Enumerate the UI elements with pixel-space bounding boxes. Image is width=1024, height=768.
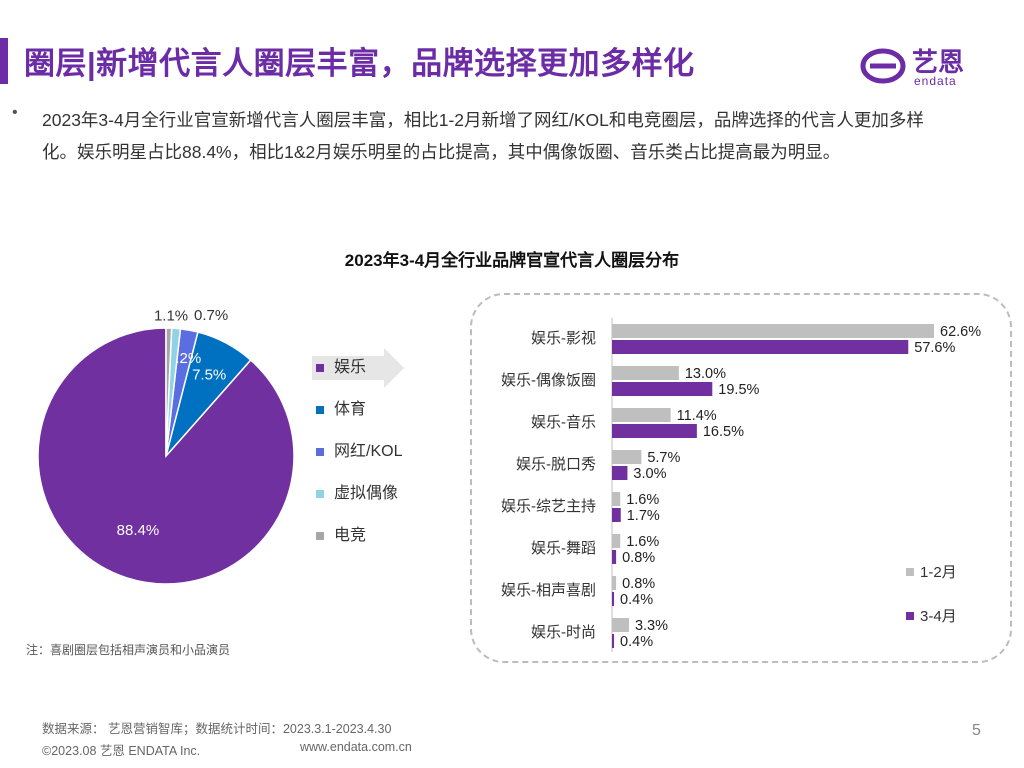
legend-swatch-3 (316, 490, 324, 498)
bar-category-label-2: 娱乐-音乐 (531, 414, 596, 431)
footnote: 注：喜剧圈层包括相声演员和小品演员 (26, 643, 231, 657)
bar-1-2-4 (612, 492, 621, 506)
bar-value-label-3-4-0: 57.6% (914, 340, 955, 356)
legend-label-3: 虚拟偶像 (334, 485, 399, 502)
bar-3-4-3 (612, 466, 628, 480)
bar-1-2-5 (612, 534, 621, 548)
legend-label-1: 体育 (334, 401, 367, 418)
bar-1-2-2 (612, 408, 671, 422)
legend-arrow (312, 348, 404, 388)
bar-category-label-4: 娱乐-综艺主持 (501, 498, 596, 515)
bar-category-label-5: 娱乐-舞蹈 (531, 540, 596, 557)
bar-1-2-3 (612, 450, 642, 464)
legend-label-4: 电竞 (334, 527, 367, 544)
summary-paragraph: 2023年3-4月全行业官宣新增代言人圈层丰富，相比1-2月新增了网红/KOL和… (42, 110, 924, 162)
pie-label-3: 1.1% (154, 310, 188, 325)
bar-3-4-4 (612, 508, 621, 522)
bar-legend-label-0: 1-2月 (920, 564, 957, 581)
page-title: 圈层|新增代言人圈层丰富，品牌选择更加多样化 (24, 46, 695, 81)
logo-chinese-text: 艺恩 (912, 47, 965, 77)
bar-1-2-7 (612, 618, 629, 632)
bar-value-label-3-4-6: 0.4% (620, 592, 653, 608)
bar-category-label-7: 娱乐-时尚 (531, 624, 596, 641)
bar-value-label-1-2-3: 5.7% (647, 450, 680, 466)
pie-label-4: 0.7% (194, 310, 228, 324)
bar-legend-label-1: 3-4月 (920, 608, 957, 625)
bar-value-label-3-4-5: 0.8% (622, 550, 655, 566)
endata-logo[interactable]: 艺恩 endata (860, 40, 990, 92)
pie-slice-4 (165, 327, 173, 457)
data-source: 数据来源： 艺恩营销智库；数据统计时间：2023.3.1-2023.4.30 (42, 722, 392, 736)
legend-label-2: 网红/KOL (334, 443, 403, 460)
bar-value-label-1-2-6: 0.8% (622, 576, 655, 592)
bar-category-label-6: 娱乐-相声喜剧 (501, 581, 596, 599)
bar-value-label-3-4-1: 19.5% (718, 382, 759, 398)
bar-category-label-3: 娱乐-脱口秀 (516, 456, 596, 473)
bar-3-4-1 (612, 382, 713, 396)
bar-chart-panel (470, 293, 1012, 663)
bar-legend-swatch-0 (906, 568, 914, 576)
legend-swatch-4 (316, 532, 324, 540)
bar-3-4-6 (612, 592, 615, 606)
bar-value-label-1-2-4: 1.6% (626, 492, 659, 508)
pie-label-1: 7.5% (192, 367, 226, 384)
logo-english-text: endata (914, 74, 957, 88)
bar-1-2-1 (612, 366, 679, 380)
bar-value-label-1-2-1: 13.0% (685, 366, 726, 382)
bar-3-4-5 (612, 550, 617, 564)
bar-value-label-3-4-3: 3.0% (633, 466, 666, 482)
endata-logo-icon (860, 48, 906, 84)
legend-label-0: 娱乐 (334, 359, 367, 376)
pie-legend: 娱乐体育网红/KOL 虚拟偶像电竞 (316, 350, 402, 560)
pie-chart: 88.4%7.5%2.2%1.1% 0.7% (37, 310, 295, 585)
title-accent-bar (0, 38, 8, 84)
bar-value-label-3-4-7: 0.4% (620, 634, 653, 650)
bar-3-4-0 (612, 340, 909, 354)
bar-legend-swatch-1 (906, 612, 914, 620)
bar-3-4-7 (612, 634, 615, 648)
bar-category-label-0: 娱乐-影视 (531, 330, 596, 347)
pie-label-0: 88.4% (117, 522, 160, 539)
legend-swatch-0 (316, 364, 324, 372)
legend-item-4: 电竞 (316, 518, 402, 560)
bar-value-label-1-2-7: 3.3% (635, 618, 668, 634)
legend-swatch-1 (316, 406, 324, 414)
legend-item-1: 体育 (316, 392, 402, 434)
bullet-marker: • (12, 104, 18, 121)
bar-3-4-2 (612, 424, 697, 438)
bar-value-label-3-4-4: 1.7% (627, 508, 660, 524)
bar-value-label-3-4-2: 16.5% (703, 424, 744, 440)
legend-swatch-2 (316, 448, 324, 456)
page-number: 5 (972, 722, 981, 739)
bar-category-label-1: 娱乐-偶像饭圈 (501, 372, 596, 389)
copyright: ©2023.08 艺恩 ENDATA Inc. (42, 744, 201, 758)
legend-item-3: 虚拟偶像 (316, 476, 402, 518)
bar-1-2-6 (612, 576, 617, 590)
website-link[interactable]: www.endata.com.cn (300, 740, 412, 754)
legend-item-2: 网红/KOL (316, 434, 402, 476)
legend-item-0: 娱乐 (316, 350, 402, 392)
bar-chart: 娱乐-影视 62.6%57.6% 娱乐-偶像饭圈 13.0%19.5% 娱乐-音乐 11.… (501, 318, 981, 652)
bar-1-2-0 (612, 324, 934, 338)
bar-value-label-1-2-5: 1.6% (626, 534, 659, 550)
chart-title: 2023年3-4月全行业品牌官宣代言人圈层分布 (344, 251, 680, 270)
bar-value-label-1-2-2: 11.4% (677, 408, 717, 424)
bar-value-label-1-2-0: 62.6% (940, 324, 981, 340)
